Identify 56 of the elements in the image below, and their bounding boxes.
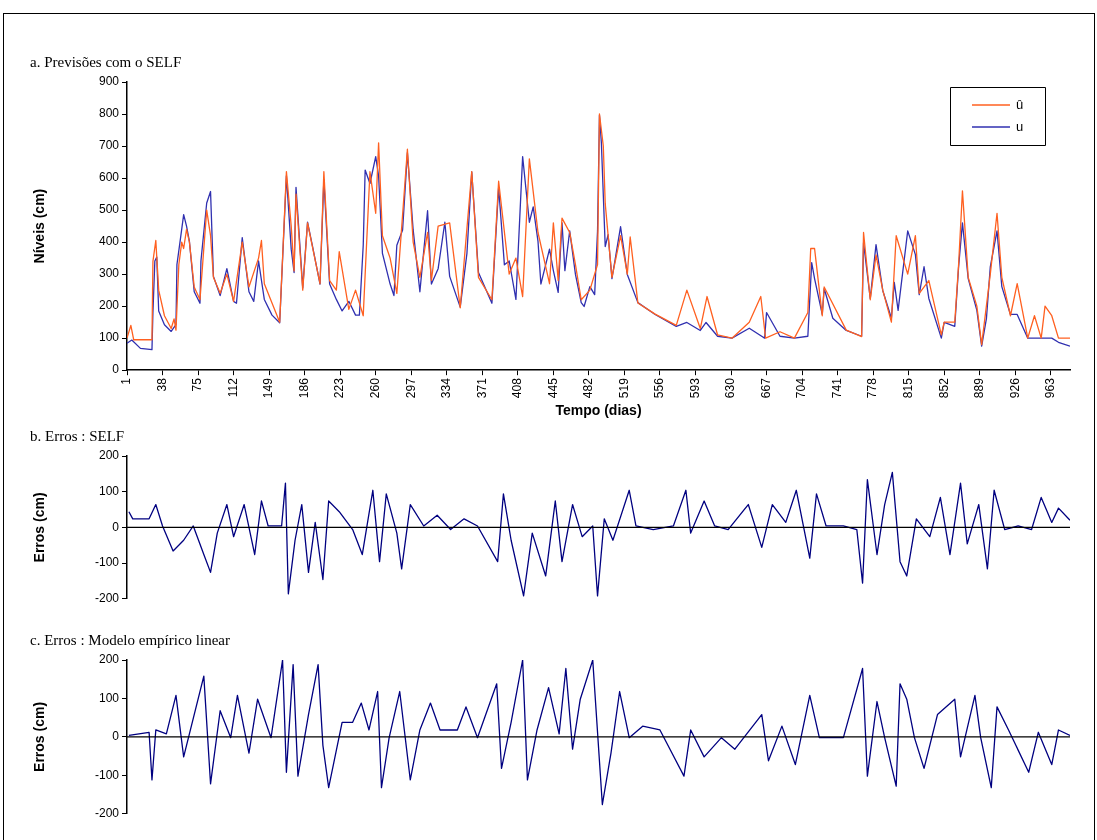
x-tick-label: 556 (652, 377, 667, 399)
y-tick-label: -100 (94, 555, 120, 570)
y-tick-label: 300 (98, 266, 120, 281)
y-axis-title: Níveis (cm) (31, 188, 48, 264)
x-tick-label: 149 (261, 377, 276, 399)
x-tick-label: 630 (723, 377, 738, 399)
y-tick-label: 100 (98, 330, 120, 345)
x-tick-label: 704 (794, 377, 809, 399)
x-tick-label: 223 (332, 377, 347, 399)
x-axis-title: Tempo (dias) (555, 402, 642, 419)
y-tick-label: 400 (98, 234, 120, 249)
x-tick-label: 852 (936, 377, 951, 399)
y-tick-label: -100 (94, 767, 120, 782)
x-tick-label: 519 (616, 377, 631, 399)
x-tick-label: 408 (510, 377, 525, 399)
y-tick-label: 900 (98, 74, 120, 89)
x-tick-label: 889 (972, 377, 987, 399)
x-tick-label: 593 (687, 377, 702, 399)
x-tick-label: 778 (865, 377, 880, 399)
x-tick-label: 667 (758, 377, 773, 399)
y-tick-label: 200 (98, 298, 120, 313)
y-tick-label: 0 (112, 519, 120, 534)
x-tick-label: 186 (296, 377, 311, 399)
x-tick-label: 926 (1007, 377, 1022, 399)
chart-title: b. Erros : SELF (30, 427, 125, 444)
y-tick-label: -200 (94, 591, 120, 606)
y-tick-label: 0 (112, 362, 120, 377)
y-tick-label: 800 (98, 106, 120, 121)
legend-label: û (1016, 96, 1024, 112)
x-tick-label: 482 (581, 377, 596, 399)
x-tick-label: 371 (474, 377, 489, 399)
y-tick-label: 200 (98, 652, 120, 667)
y-axis-title: Erros (cm) (31, 701, 48, 772)
legend-label: u (1016, 118, 1024, 134)
x-tick-label: 38 (154, 377, 169, 392)
y-tick-label: 0 (112, 729, 120, 744)
x-tick-label: 963 (1043, 377, 1058, 399)
y-tick-label: 200 (98, 448, 120, 463)
x-tick-label: 445 (545, 377, 560, 399)
x-tick-label: 1 (119, 377, 134, 385)
x-tick-label: 75 (190, 377, 205, 392)
chart-title: a. Previsões com o SELF (30, 53, 182, 70)
y-tick-label: 600 (98, 170, 120, 185)
y-tick-label: -200 (94, 806, 120, 821)
x-tick-label: 334 (439, 377, 454, 399)
x-tick-label: 112 (225, 377, 240, 398)
x-tick-label: 741 (829, 377, 844, 399)
y-axis-title: Erros (cm) (31, 492, 48, 563)
x-tick-label: 260 (368, 377, 383, 399)
y-tick-label: 100 (98, 690, 120, 705)
x-tick-label: 815 (900, 377, 915, 399)
y-tick-label: 500 (98, 202, 120, 217)
chart-title: c. Erros : Modelo empírico linear (30, 631, 230, 648)
y-tick-label: 700 (98, 138, 120, 153)
y-tick-label: 100 (98, 484, 120, 499)
x-tick-label: 297 (403, 377, 418, 399)
